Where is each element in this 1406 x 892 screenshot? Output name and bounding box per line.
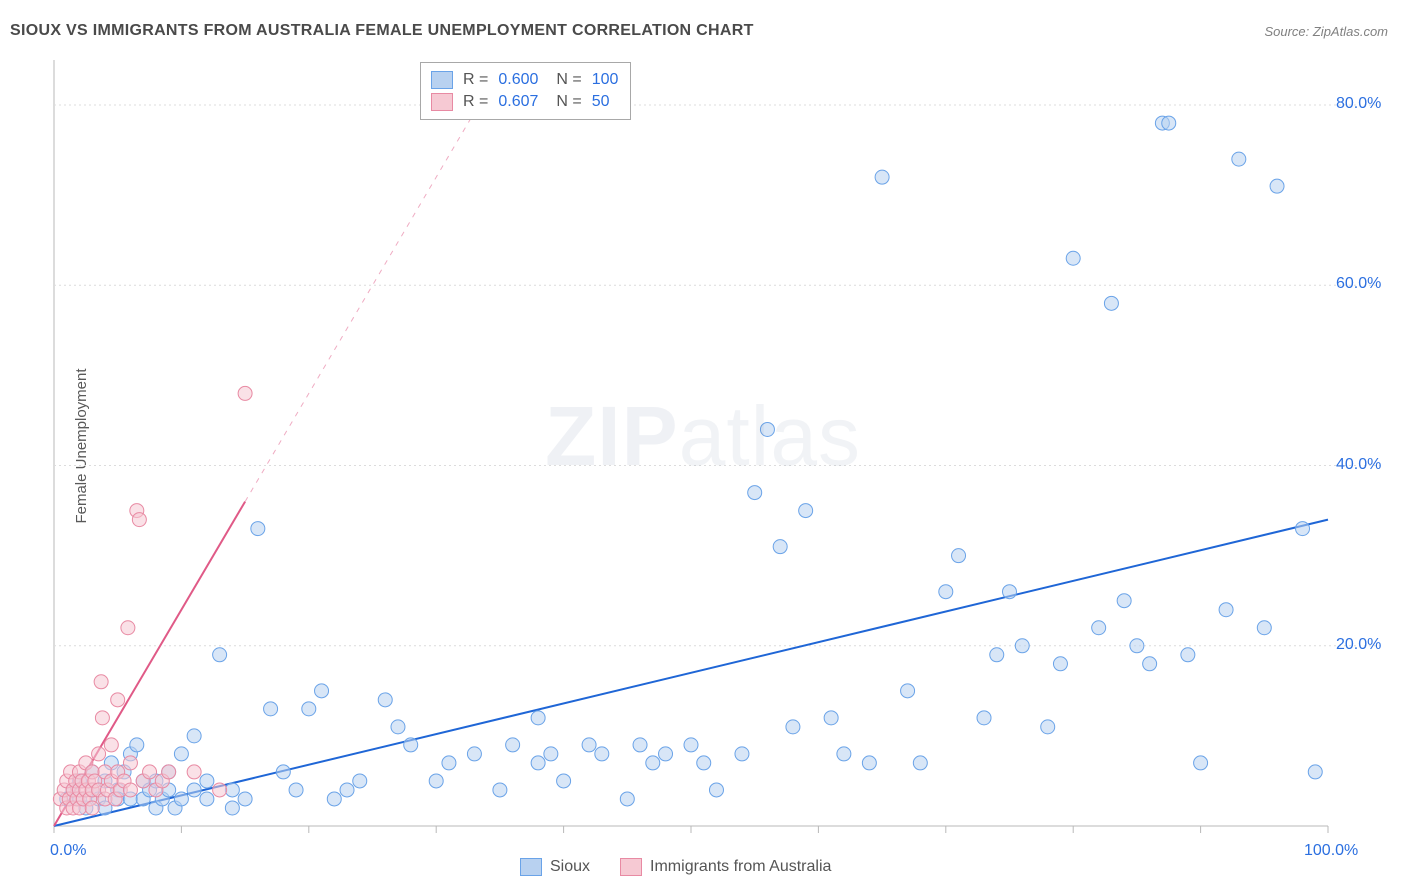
- y-tick-label: 80.0%: [1336, 95, 1381, 113]
- legend-r-label: R =: [463, 69, 488, 91]
- chart-title: SIOUX VS IMMIGRANTS FROM AUSTRALIA FEMAL…: [10, 22, 754, 40]
- legend-n-value: 50: [592, 91, 610, 113]
- plot-area: [48, 56, 1388, 856]
- correlation-legend: R = 0.600 N = 100 R = 0.607 N = 50: [420, 62, 631, 120]
- chart-container: SIOUX VS IMMIGRANTS FROM AUSTRALIA FEMAL…: [0, 0, 1406, 892]
- legend-swatch: [520, 858, 542, 876]
- series-legend: Sioux Immigrants from Australia: [520, 858, 831, 876]
- legend-swatch: [431, 71, 453, 89]
- scatter-svg: [48, 56, 1388, 856]
- source-label: Source: ZipAtlas.com: [1264, 24, 1388, 39]
- legend-r-value: 0.607: [498, 91, 538, 113]
- correlation-legend-row: R = 0.600 N = 100: [431, 69, 618, 91]
- legend-swatch: [620, 858, 642, 876]
- legend-swatch: [431, 93, 453, 111]
- correlation-legend-row: R = 0.607 N = 50: [431, 91, 618, 113]
- x-axis-max-label: 100.0%: [1304, 842, 1358, 860]
- y-tick-label: 20.0%: [1336, 636, 1381, 654]
- legend-n-value: 100: [592, 69, 619, 91]
- series-legend-item: Immigrants from Australia: [620, 858, 831, 876]
- legend-n-label: N =: [556, 91, 581, 113]
- y-tick-label: 60.0%: [1336, 275, 1381, 293]
- legend-n-label: N =: [556, 69, 581, 91]
- y-tick-label: 40.0%: [1336, 456, 1381, 474]
- series-legend-label: Immigrants from Australia: [650, 858, 831, 876]
- legend-r-label: R =: [463, 91, 488, 113]
- x-axis-min-label: 0.0%: [50, 842, 86, 860]
- series-legend-item: Sioux: [520, 858, 590, 876]
- series-legend-label: Sioux: [550, 858, 590, 876]
- legend-r-value: 0.600: [498, 69, 538, 91]
